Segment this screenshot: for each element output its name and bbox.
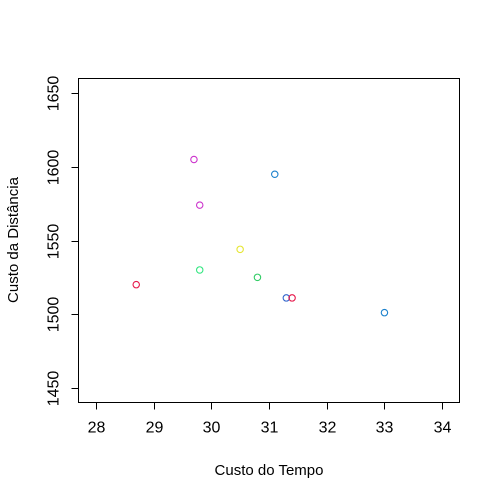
data-point <box>271 170 279 178</box>
x-tick-label: 28 <box>88 420 106 437</box>
y-tick-label: 1550 <box>46 224 63 260</box>
x-tick-label: 33 <box>376 420 394 437</box>
x-tick-label: 32 <box>319 420 337 437</box>
data-point <box>380 308 389 317</box>
data-point <box>190 155 198 164</box>
data-point <box>253 273 262 282</box>
y-axis-title: Custo da Distância <box>5 176 22 303</box>
data-point <box>236 245 244 254</box>
x-axis: 28 29 30 31 32 33 34 <box>88 402 452 437</box>
y-tick-label: 1450 <box>46 371 63 407</box>
data-point <box>288 294 296 302</box>
x-tick-label: 31 <box>261 420 279 437</box>
y-tick-label: 1500 <box>46 297 63 333</box>
data-point <box>282 294 291 302</box>
x-axis-title: Custo do Tempo <box>215 462 324 479</box>
y-tick-label: 1650 <box>46 76 63 112</box>
data-point <box>195 201 204 209</box>
x-tick-label: 29 <box>146 420 164 437</box>
x-tick-label: 34 <box>434 420 452 437</box>
y-tick-label: 1600 <box>46 150 63 186</box>
y-axis: 1450 1500 1550 1600 1650 <box>46 76 79 407</box>
data-point <box>195 266 204 274</box>
plot-frame <box>78 78 460 403</box>
data-points <box>132 155 389 317</box>
data-point <box>132 280 140 289</box>
x-tick-label: 30 <box>203 420 221 437</box>
